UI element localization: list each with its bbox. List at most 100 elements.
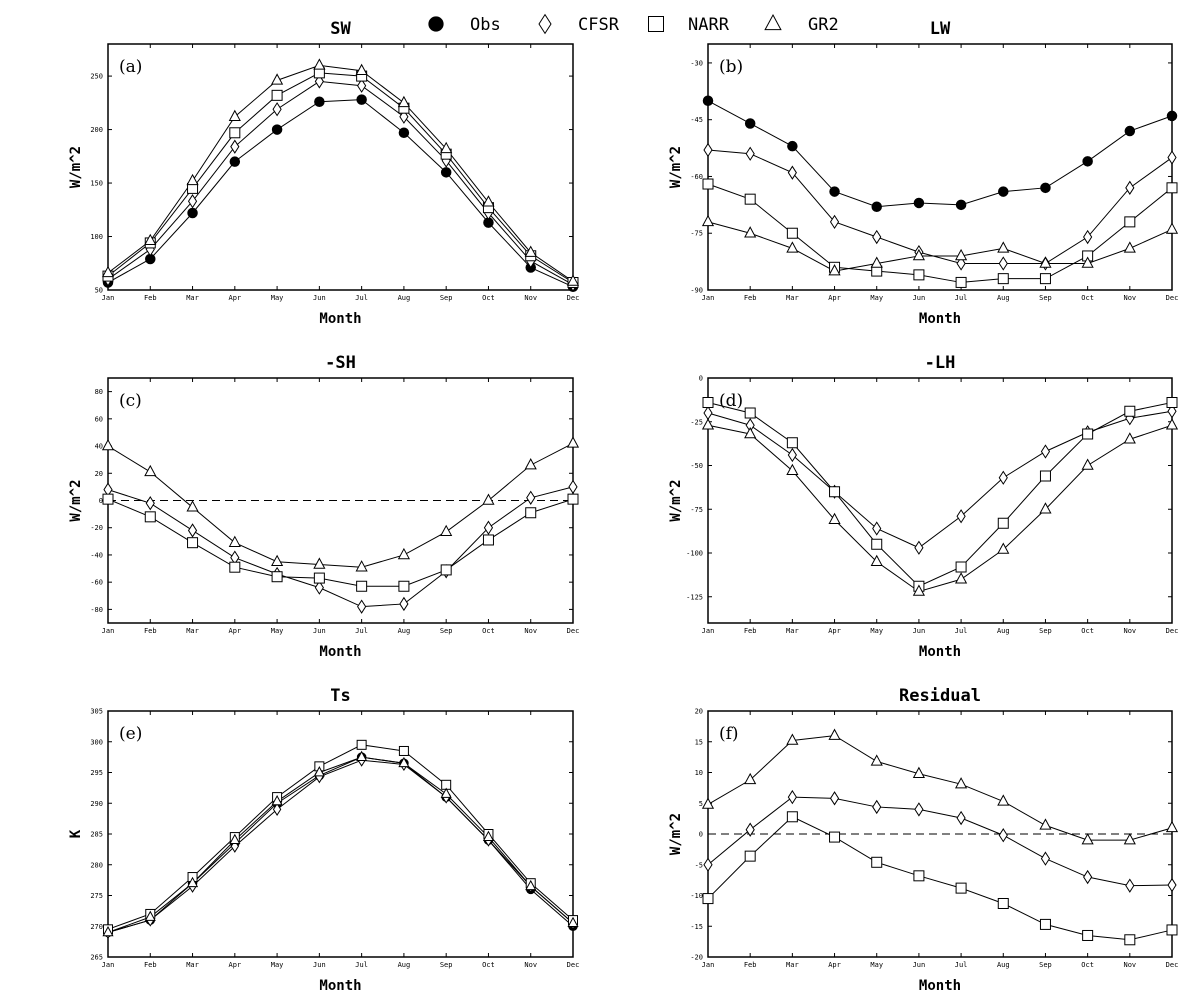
y-tick-label: -45 <box>690 116 703 124</box>
point-obs <box>398 127 410 139</box>
point-obs <box>1124 125 1136 137</box>
point-cfsr <box>1125 878 1135 893</box>
point-cfsr <box>703 405 713 421</box>
y-tick-label: 5 <box>699 800 703 808</box>
x-tick-label: Feb <box>744 961 757 969</box>
point-narr <box>102 493 114 505</box>
point-narr <box>1124 405 1136 417</box>
point-narr <box>913 870 925 882</box>
panel-e: Ts (e) Jan Feb Mar Apr May Jun Jul Aug Sep Oct Nov De… <box>68 686 579 994</box>
point-narr <box>1039 918 1051 930</box>
point-obs <box>955 199 967 211</box>
y-tick-label: 290 <box>90 800 103 808</box>
point-obs <box>871 201 882 212</box>
point-gr2 <box>1123 833 1136 845</box>
x-axis-title: Month <box>919 978 961 994</box>
y-tick-label: 300 <box>90 738 103 746</box>
series-line-cfsr <box>107 486 574 608</box>
y-tick-label: -60 <box>690 173 703 181</box>
x-tick-label: Aug <box>997 294 1010 302</box>
point-cfsr <box>787 165 797 180</box>
series-line-obs <box>107 756 574 933</box>
point-narr <box>786 437 798 449</box>
point-narr <box>997 273 1009 285</box>
y-tick-label: 60 <box>95 415 103 423</box>
y-tick-label: -125 <box>686 593 703 601</box>
y-axis-title: K <box>68 829 84 838</box>
y-tick-label: 0 <box>699 831 703 839</box>
x-tick-label: Apr <box>828 627 841 635</box>
y-tick-label: 0 <box>99 497 103 505</box>
point-gr2 <box>997 794 1010 806</box>
panel-title: Residual <box>899 686 981 706</box>
x-tick-label: Jun <box>313 627 326 635</box>
point-narr <box>829 486 841 498</box>
point-gr2 <box>440 787 452 798</box>
x-tick-label: Oct <box>1081 627 1094 635</box>
point-narr <box>271 89 283 101</box>
point-cfsr <box>1125 180 1135 195</box>
point-gr2 <box>1039 502 1052 514</box>
point-gr2 <box>744 426 757 439</box>
point-obs <box>1040 182 1051 194</box>
x-tick-label: Sep <box>440 961 453 969</box>
series-line-gr2 <box>707 424 1173 593</box>
point-gr2 <box>144 233 157 246</box>
x-tick-label: Feb <box>144 961 157 969</box>
x-tick-label: Feb <box>144 627 157 635</box>
point-gr2 <box>101 265 115 278</box>
point-cfsr <box>998 256 1008 271</box>
point-gr2 <box>1165 418 1179 430</box>
point-gr2 <box>313 766 325 777</box>
x-tick-label: Dec <box>567 627 580 635</box>
point-cfsr <box>1040 444 1051 459</box>
y-tick-label: 50 <box>95 287 103 295</box>
x-tick-label: Sep <box>1039 961 1052 969</box>
point-gr2 <box>271 554 284 566</box>
y-axis-title: W/m^2 <box>668 146 684 188</box>
x-tick-label: Feb <box>744 627 757 635</box>
point-gr2 <box>144 464 157 477</box>
legend-marker-diamond-icon <box>538 13 552 35</box>
point-gr2 <box>828 728 841 740</box>
point-narr <box>1124 934 1136 946</box>
legend-label: Obs <box>470 15 501 35</box>
point-obs <box>744 118 756 129</box>
y-tick-label: -75 <box>690 230 703 238</box>
point-obs <box>1166 110 1178 122</box>
point-cfsr <box>956 256 966 271</box>
point-cfsr <box>914 540 924 555</box>
point-gr2 <box>701 214 715 227</box>
panel-tag: (b) <box>719 57 743 77</box>
point-cfsr <box>998 828 1008 843</box>
point-gr2 <box>524 458 537 470</box>
point-narr <box>1166 397 1178 408</box>
x-tick-label: Mar <box>186 961 199 969</box>
legend-label: CFSR <box>578 15 620 35</box>
x-tick-label: Aug <box>398 627 411 635</box>
plot-frame <box>107 710 574 958</box>
point-narr <box>356 739 367 750</box>
series-line-cfsr <box>107 759 574 933</box>
legend-marker-triangle-icon <box>764 13 782 31</box>
series-line-gr2 <box>107 64 574 282</box>
x-tick-label: Oct <box>482 961 495 969</box>
point-cfsr <box>145 496 155 511</box>
point-cfsr <box>1083 869 1093 885</box>
point-cfsr <box>787 447 797 463</box>
point-gr2 <box>870 256 883 268</box>
y-axis-title: W/m^2 <box>68 146 84 188</box>
point-cfsr <box>230 139 240 154</box>
series-line-cfsr <box>707 796 1173 887</box>
legend-entry-cfsr: CFSR <box>538 13 620 35</box>
point-gr2 <box>566 274 580 286</box>
point-narr <box>1082 929 1094 941</box>
point-gr2 <box>482 830 495 841</box>
point-cfsr <box>956 810 966 826</box>
panel-title: -SH <box>325 353 356 373</box>
point-gr2 <box>482 195 495 207</box>
y-axis-title: W/m^2 <box>668 479 684 521</box>
point-cfsr <box>272 102 282 117</box>
point-narr <box>786 811 798 823</box>
y-tick-label: 305 <box>90 708 103 716</box>
